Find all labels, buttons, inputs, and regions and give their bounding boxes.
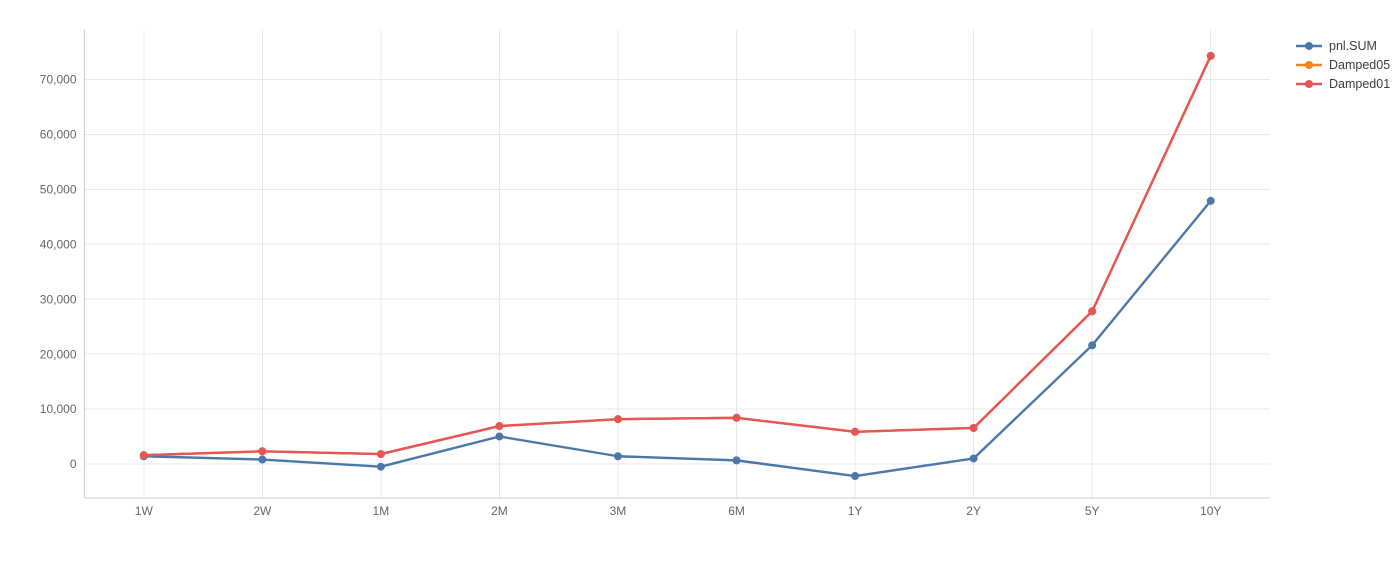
x-axis-tick-label: 10Y [1200, 504, 1221, 518]
data-point-pnl.SUM-1Y[interactable] [851, 472, 860, 481]
y-axis-tick-label: 60,000 [40, 128, 77, 142]
legend-label: Damped01 [1329, 76, 1391, 91]
y-axis-tick-label: 70,000 [40, 73, 77, 87]
x-axis-tick-label: 6M [728, 504, 745, 518]
x-axis-tick-label: 1W [135, 504, 154, 518]
data-point-Damped01-10Y[interactable] [1206, 51, 1215, 60]
data-point-pnl.SUM-1M[interactable] [376, 462, 385, 471]
y-axis-tick-label: 30,000 [40, 292, 77, 306]
x-axis-tick-label: 2M [491, 504, 508, 518]
y-axis-tick-label: 10,000 [40, 402, 77, 416]
data-point-pnl.SUM-6M[interactable] [732, 456, 741, 465]
y-axis-tick-label: 40,000 [40, 237, 77, 251]
x-axis-tick-label: 5Y [1085, 504, 1100, 518]
legend-line-marker-icon [1296, 60, 1322, 69]
data-point-pnl.SUM-2M[interactable] [495, 432, 504, 441]
data-point-pnl.SUM-2W[interactable] [258, 455, 267, 464]
x-axis-tick-label: 3M [610, 504, 627, 518]
data-point-pnl.SUM-2Y[interactable] [969, 454, 978, 463]
legend-line-marker-icon [1296, 41, 1322, 50]
legend-item-damped01[interactable]: Damped01 [1296, 74, 1390, 93]
legend: pnl.SUM Damped05 Damped01 [1296, 36, 1390, 93]
legend-line-marker-icon [1296, 79, 1322, 88]
data-point-Damped01-2M[interactable] [495, 422, 504, 431]
data-point-Damped01-2Y[interactable] [969, 423, 978, 432]
y-axis-tick-label: 20,000 [40, 347, 77, 361]
x-axis-tick-label: 2W [253, 504, 272, 518]
series-line-pnl.SUM [142, 199, 1212, 478]
data-point-Damped01-6M[interactable] [732, 413, 741, 422]
data-point-pnl.SUM-5Y[interactable] [1088, 341, 1097, 350]
data-point-Damped01-3M[interactable] [613, 415, 622, 424]
data-point-Damped01-5Y[interactable] [1088, 307, 1097, 316]
legend-item-damped05[interactable]: Damped05 [1296, 55, 1390, 74]
legend-label: pnl.SUM [1329, 38, 1377, 53]
legend-item-pnl-sum[interactable]: pnl.SUM [1296, 36, 1390, 55]
series-line-Damped05 [142, 54, 1212, 457]
series-Damped01 [139, 51, 1215, 460]
series-line-Damped01 [142, 54, 1212, 457]
data-point-pnl.SUM-3M[interactable] [613, 452, 622, 461]
x-axis-tick-label: 1Y [848, 504, 863, 518]
x-axis-tick-label: 1M [373, 504, 390, 518]
series-Damped05 [139, 51, 1215, 460]
legend-label: Damped05 [1329, 57, 1391, 72]
y-axis-tick-label: 50,000 [40, 182, 77, 196]
y-axis-tick-label: 0 [70, 457, 77, 471]
series-pnl.SUM [139, 196, 1215, 481]
x-axis-tick-label: 2Y [966, 504, 981, 518]
data-point-Damped01-1Y[interactable] [851, 427, 860, 436]
data-point-Damped01-2W[interactable] [258, 447, 267, 456]
data-point-Damped01-1W[interactable] [139, 451, 148, 460]
data-point-Damped01-1M[interactable] [376, 450, 385, 459]
data-point-pnl.SUM-10Y[interactable] [1206, 196, 1215, 205]
